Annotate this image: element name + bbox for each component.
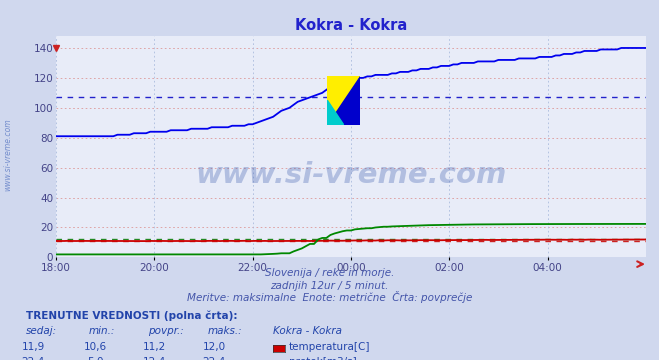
Text: pretok[m3/s]: pretok[m3/s]	[289, 357, 357, 360]
Text: TRENUTNE VREDNOSTI (polna črta):: TRENUTNE VREDNOSTI (polna črta):	[26, 310, 238, 321]
Text: 22,4: 22,4	[21, 357, 45, 360]
Text: zadnjih 12ur / 5 minut.: zadnjih 12ur / 5 minut.	[270, 281, 389, 291]
Text: 22,4: 22,4	[202, 357, 226, 360]
Text: temperatura[C]: temperatura[C]	[289, 342, 370, 352]
Text: 10,6: 10,6	[84, 342, 107, 352]
Text: sedaj:: sedaj:	[26, 326, 57, 336]
Text: 11,9: 11,9	[21, 342, 45, 352]
Text: povpr.:: povpr.:	[148, 326, 184, 336]
Text: maks.:: maks.:	[208, 326, 243, 336]
Text: min.:: min.:	[89, 326, 115, 336]
Text: www.si-vreme.com: www.si-vreme.com	[3, 118, 13, 191]
Text: 12,0: 12,0	[202, 342, 226, 352]
Text: www.si-vreme.com: www.si-vreme.com	[195, 162, 507, 189]
Text: 5,0: 5,0	[87, 357, 104, 360]
Title: Kokra - Kokra: Kokra - Kokra	[295, 18, 407, 33]
Text: Kokra - Kokra: Kokra - Kokra	[273, 326, 343, 336]
Text: Slovenija / reke in morje.: Slovenija / reke in morje.	[265, 269, 394, 279]
Text: Meritve: maksimalne  Enote: metrične  Črta: povprečje: Meritve: maksimalne Enote: metrične Črta…	[186, 291, 473, 303]
Text: 12,4: 12,4	[143, 357, 167, 360]
Text: 11,2: 11,2	[143, 342, 167, 352]
